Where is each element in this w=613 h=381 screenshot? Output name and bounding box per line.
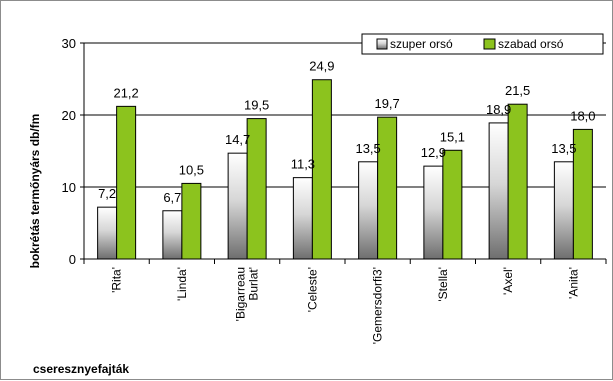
- bar-szuper-orso: [227, 152, 248, 260]
- data-label: 24,9: [309, 59, 334, 74]
- bar-szabad-orso: [116, 105, 137, 260]
- y-tick-label: 10: [62, 180, 76, 195]
- data-label: 6,7: [163, 190, 181, 205]
- data-label: 11,3: [291, 157, 315, 172]
- data-label: 13,5: [355, 141, 380, 156]
- x-category-label-line: 'Linda': [175, 267, 189, 301]
- x-category-label-line: 'Axel': [501, 267, 515, 295]
- y-tick-label: 0: [69, 252, 76, 267]
- legend-label-szabad-orso: szabad orsó: [498, 37, 564, 51]
- bar-szabad-orso: [442, 149, 463, 260]
- bar-szuper-orso: [97, 206, 118, 260]
- data-label: 15,1: [440, 129, 465, 144]
- data-label: 21,2: [113, 85, 138, 100]
- x-category-label-line: 'Bigarreau: [234, 267, 248, 321]
- bar-szuper-orso: [358, 161, 379, 260]
- y-axis-title: bokrétás termőnyárs db/fm: [28, 114, 42, 269]
- x-category-label-line: 'Stella': [436, 267, 450, 302]
- data-label: 10,5: [179, 162, 204, 177]
- x-axis-title: cseresznyefajták: [33, 362, 129, 376]
- x-category-label: 'Gemersdorfi3': [371, 267, 385, 344]
- x-category-label-line: Burlat': [247, 267, 261, 301]
- legend-swatch-szabad-orso: [483, 38, 496, 50]
- bar-szabad-orso: [181, 182, 202, 260]
- bar-szuper-orso: [488, 122, 509, 260]
- data-label: 12,9: [421, 145, 446, 160]
- x-category-label: 'Stella': [436, 267, 450, 302]
- bar-szuper-orso: [162, 210, 183, 260]
- data-label: 14,7: [225, 132, 250, 147]
- bar-szuper-orso: [292, 177, 313, 260]
- bar-szabad-orso: [377, 116, 398, 260]
- x-category-label-line: 'Rita': [110, 267, 124, 293]
- x-category-label-line: 'Anita': [566, 267, 580, 299]
- data-label: 18,9: [486, 102, 511, 117]
- x-category-label: 'Anita': [566, 267, 580, 299]
- data-label: 19,5: [244, 98, 269, 113]
- data-label: 21,5: [505, 83, 530, 98]
- legend-box: [361, 33, 604, 55]
- data-label: 7,2: [98, 186, 116, 201]
- y-tick-label: 30: [62, 36, 76, 51]
- x-category-label-line: 'Gemersdorfi3': [371, 267, 385, 344]
- x-category-label: 'Axel': [501, 267, 515, 295]
- bar-szabad-orso: [311, 79, 332, 260]
- data-label: 19,7: [374, 96, 399, 111]
- x-category-label: 'Bigarreau Burlat': [234, 267, 261, 321]
- y-tick-label: 20: [62, 108, 76, 123]
- legend-swatch-szuper-orso: [376, 38, 388, 50]
- data-label: 18,0: [570, 108, 595, 123]
- x-category-label: 'Rita': [110, 267, 124, 293]
- legend: szuper orsó szabad orsó: [361, 33, 604, 55]
- x-category-label: 'Linda': [175, 267, 189, 301]
- bar-szuper-orso: [423, 165, 444, 260]
- data-label: 13,5: [551, 141, 576, 156]
- x-category-label-line: 'Celeste': [305, 267, 319, 312]
- x-category-label: 'Celeste': [305, 267, 319, 312]
- bar-szuper-orso: [553, 161, 574, 260]
- legend-label-szuper-orso: szuper orsó: [390, 37, 453, 51]
- bar-szabad-orso: [507, 103, 528, 260]
